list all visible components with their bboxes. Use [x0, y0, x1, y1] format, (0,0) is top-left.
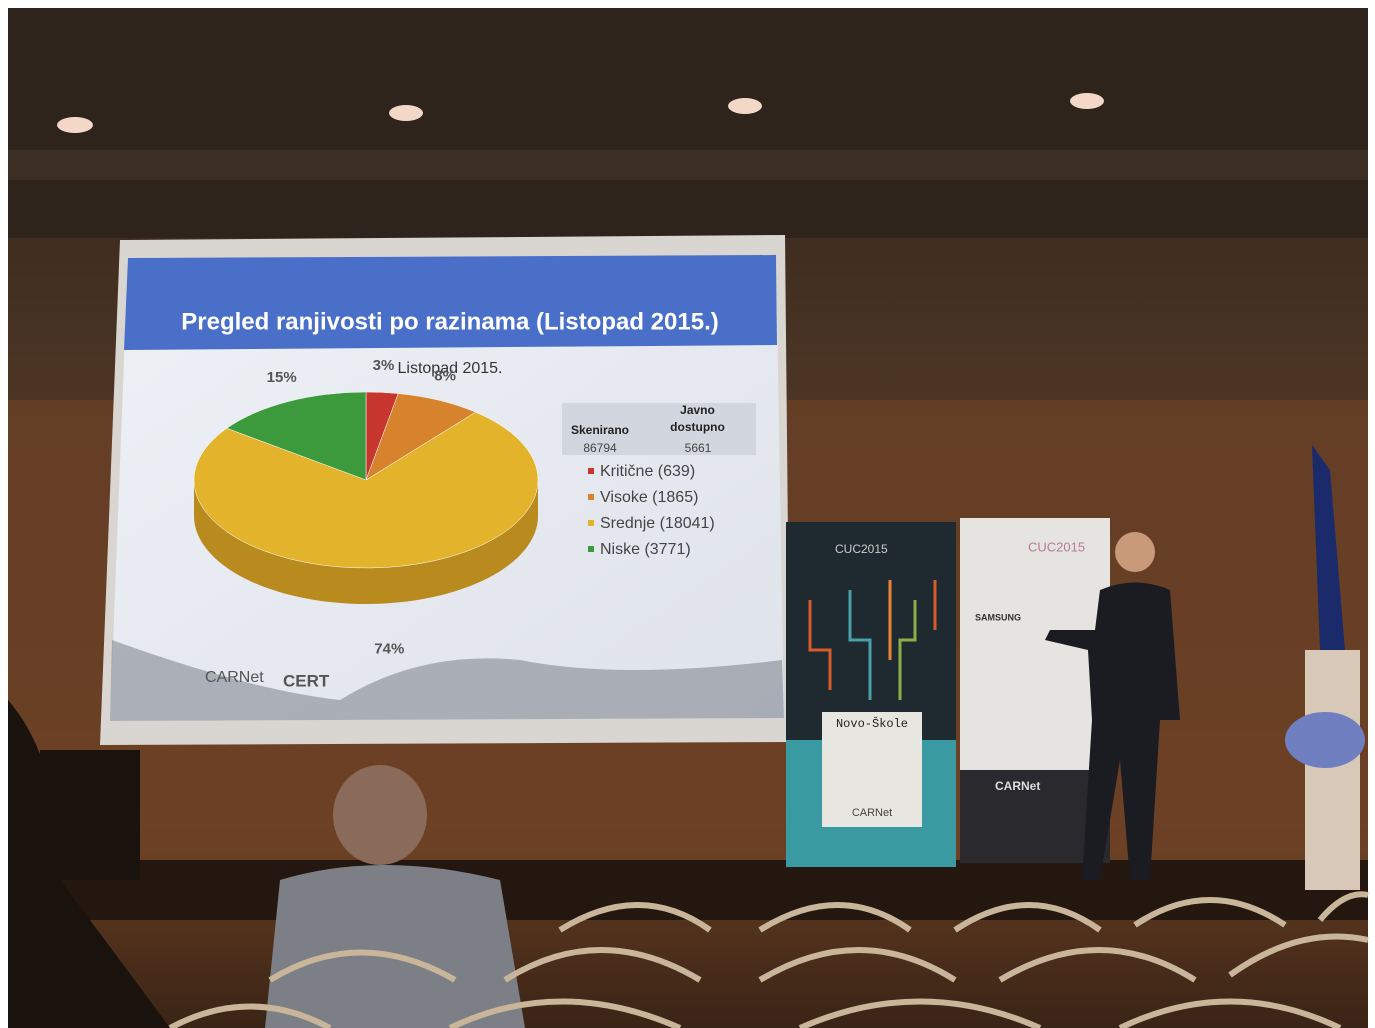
- table-cell: 86794: [583, 441, 617, 455]
- lectern: [1305, 650, 1360, 890]
- ceiling-light: [728, 98, 762, 114]
- legend-swatch: [588, 546, 594, 552]
- audience-head: [333, 765, 427, 865]
- legend-entry: Srednje (18041): [600, 515, 715, 532]
- slide-title: Pregled ranjivosti po razinama (Listopad…: [181, 308, 718, 335]
- legend-entry: Visoke (1865): [600, 489, 698, 506]
- data-label: 15%: [267, 369, 297, 386]
- table-header: Skenirano: [571, 423, 629, 437]
- table-header-wrap: Javno dostupno: [655, 402, 740, 440]
- data-label: 8%: [434, 367, 456, 384]
- legend-swatch: [588, 520, 594, 526]
- table-header: Javno dostupno: [655, 402, 740, 436]
- photo: Pregled ranjivosti po razinama (Listopad…: [0, 0, 1375, 1028]
- banner-sign-text: Novo-Škole: [836, 716, 908, 731]
- table-cell: 5661: [685, 441, 712, 455]
- speaker-head: [1115, 532, 1155, 572]
- audience-member: [265, 865, 525, 1028]
- legend-entry: Kritične (639): [600, 463, 695, 480]
- data-label: 3%: [373, 357, 395, 374]
- banner-logo: CARNet: [995, 779, 1040, 793]
- legend-entry: Niske (3771): [600, 541, 691, 558]
- legend-swatch: [588, 468, 594, 474]
- banner-logo: CARNet: [852, 807, 892, 819]
- ceiling-light: [389, 105, 423, 121]
- slide-title-bar: [124, 255, 777, 350]
- ceiling-light: [1070, 93, 1104, 109]
- slide-logo: CERT: [283, 671, 330, 690]
- ceiling: [8, 8, 1368, 238]
- banner-title: CUC2015: [835, 542, 888, 556]
- flowers: [1285, 712, 1365, 768]
- data-label: 74%: [374, 640, 404, 657]
- banner-title: CUC2015: [1028, 539, 1085, 554]
- legend-swatch: [588, 494, 594, 500]
- ceiling-beam: [8, 150, 1368, 180]
- banner-sponsor: SAMSUNG: [975, 612, 1021, 622]
- ceiling-light: [57, 117, 93, 133]
- slide-logo: CARNet: [205, 669, 264, 686]
